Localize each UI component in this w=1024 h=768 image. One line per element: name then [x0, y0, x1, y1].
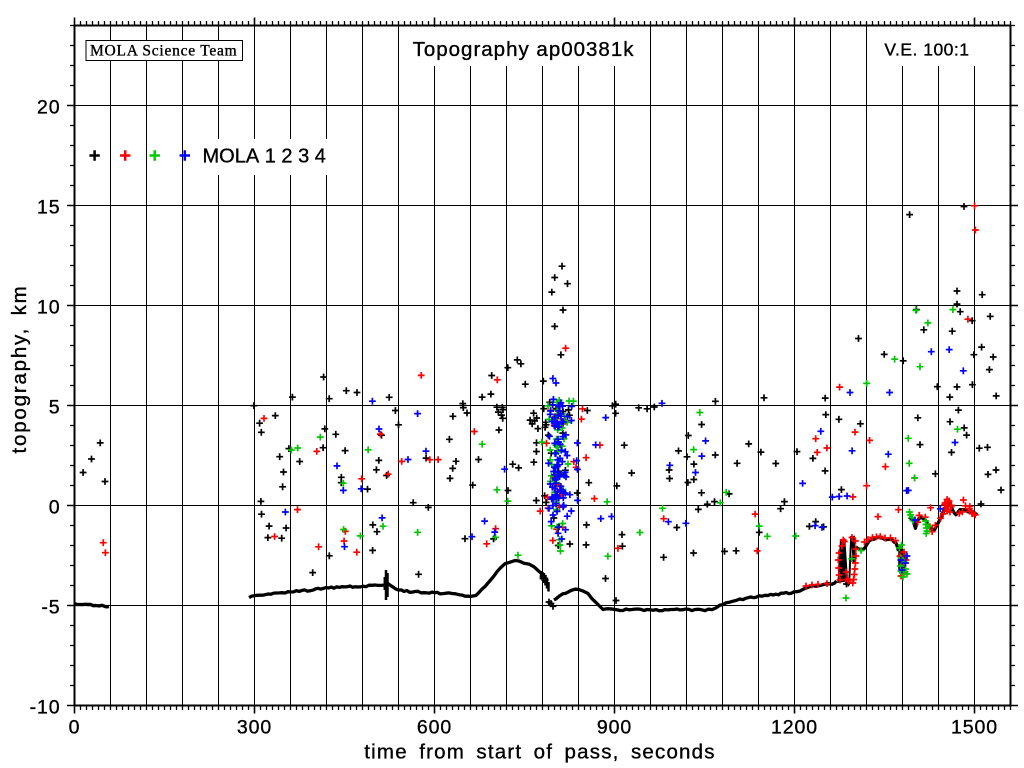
svg-text:900: 900: [597, 717, 632, 739]
svg-text:600: 600: [417, 717, 452, 739]
svg-text:1500: 1500: [951, 717, 998, 739]
svg-text:0: 0: [69, 717, 81, 739]
svg-text:20: 20: [37, 97, 61, 119]
svg-text:15: 15: [37, 197, 61, 219]
svg-text:MOLA 1 2 3 4: MOLA 1 2 3 4: [203, 146, 326, 168]
svg-text:time from start of pass, secon: time from start of pass, seconds: [364, 740, 715, 763]
svg-text:MOLA Science Team: MOLA Science Team: [90, 43, 237, 60]
svg-text:V.E. 100:1: V.E. 100:1: [884, 40, 969, 60]
svg-text:0: 0: [49, 497, 61, 519]
svg-text:-10: -10: [30, 697, 61, 719]
svg-text:1200: 1200: [771, 717, 818, 739]
svg-text:Topography ap00381k: Topography ap00381k: [413, 38, 635, 61]
svg-text:10: 10: [37, 297, 61, 319]
svg-text:5: 5: [49, 397, 61, 419]
svg-text:topography, km: topography, km: [8, 285, 31, 454]
svg-text:-5: -5: [41, 597, 60, 619]
svg-text:300: 300: [237, 717, 272, 739]
